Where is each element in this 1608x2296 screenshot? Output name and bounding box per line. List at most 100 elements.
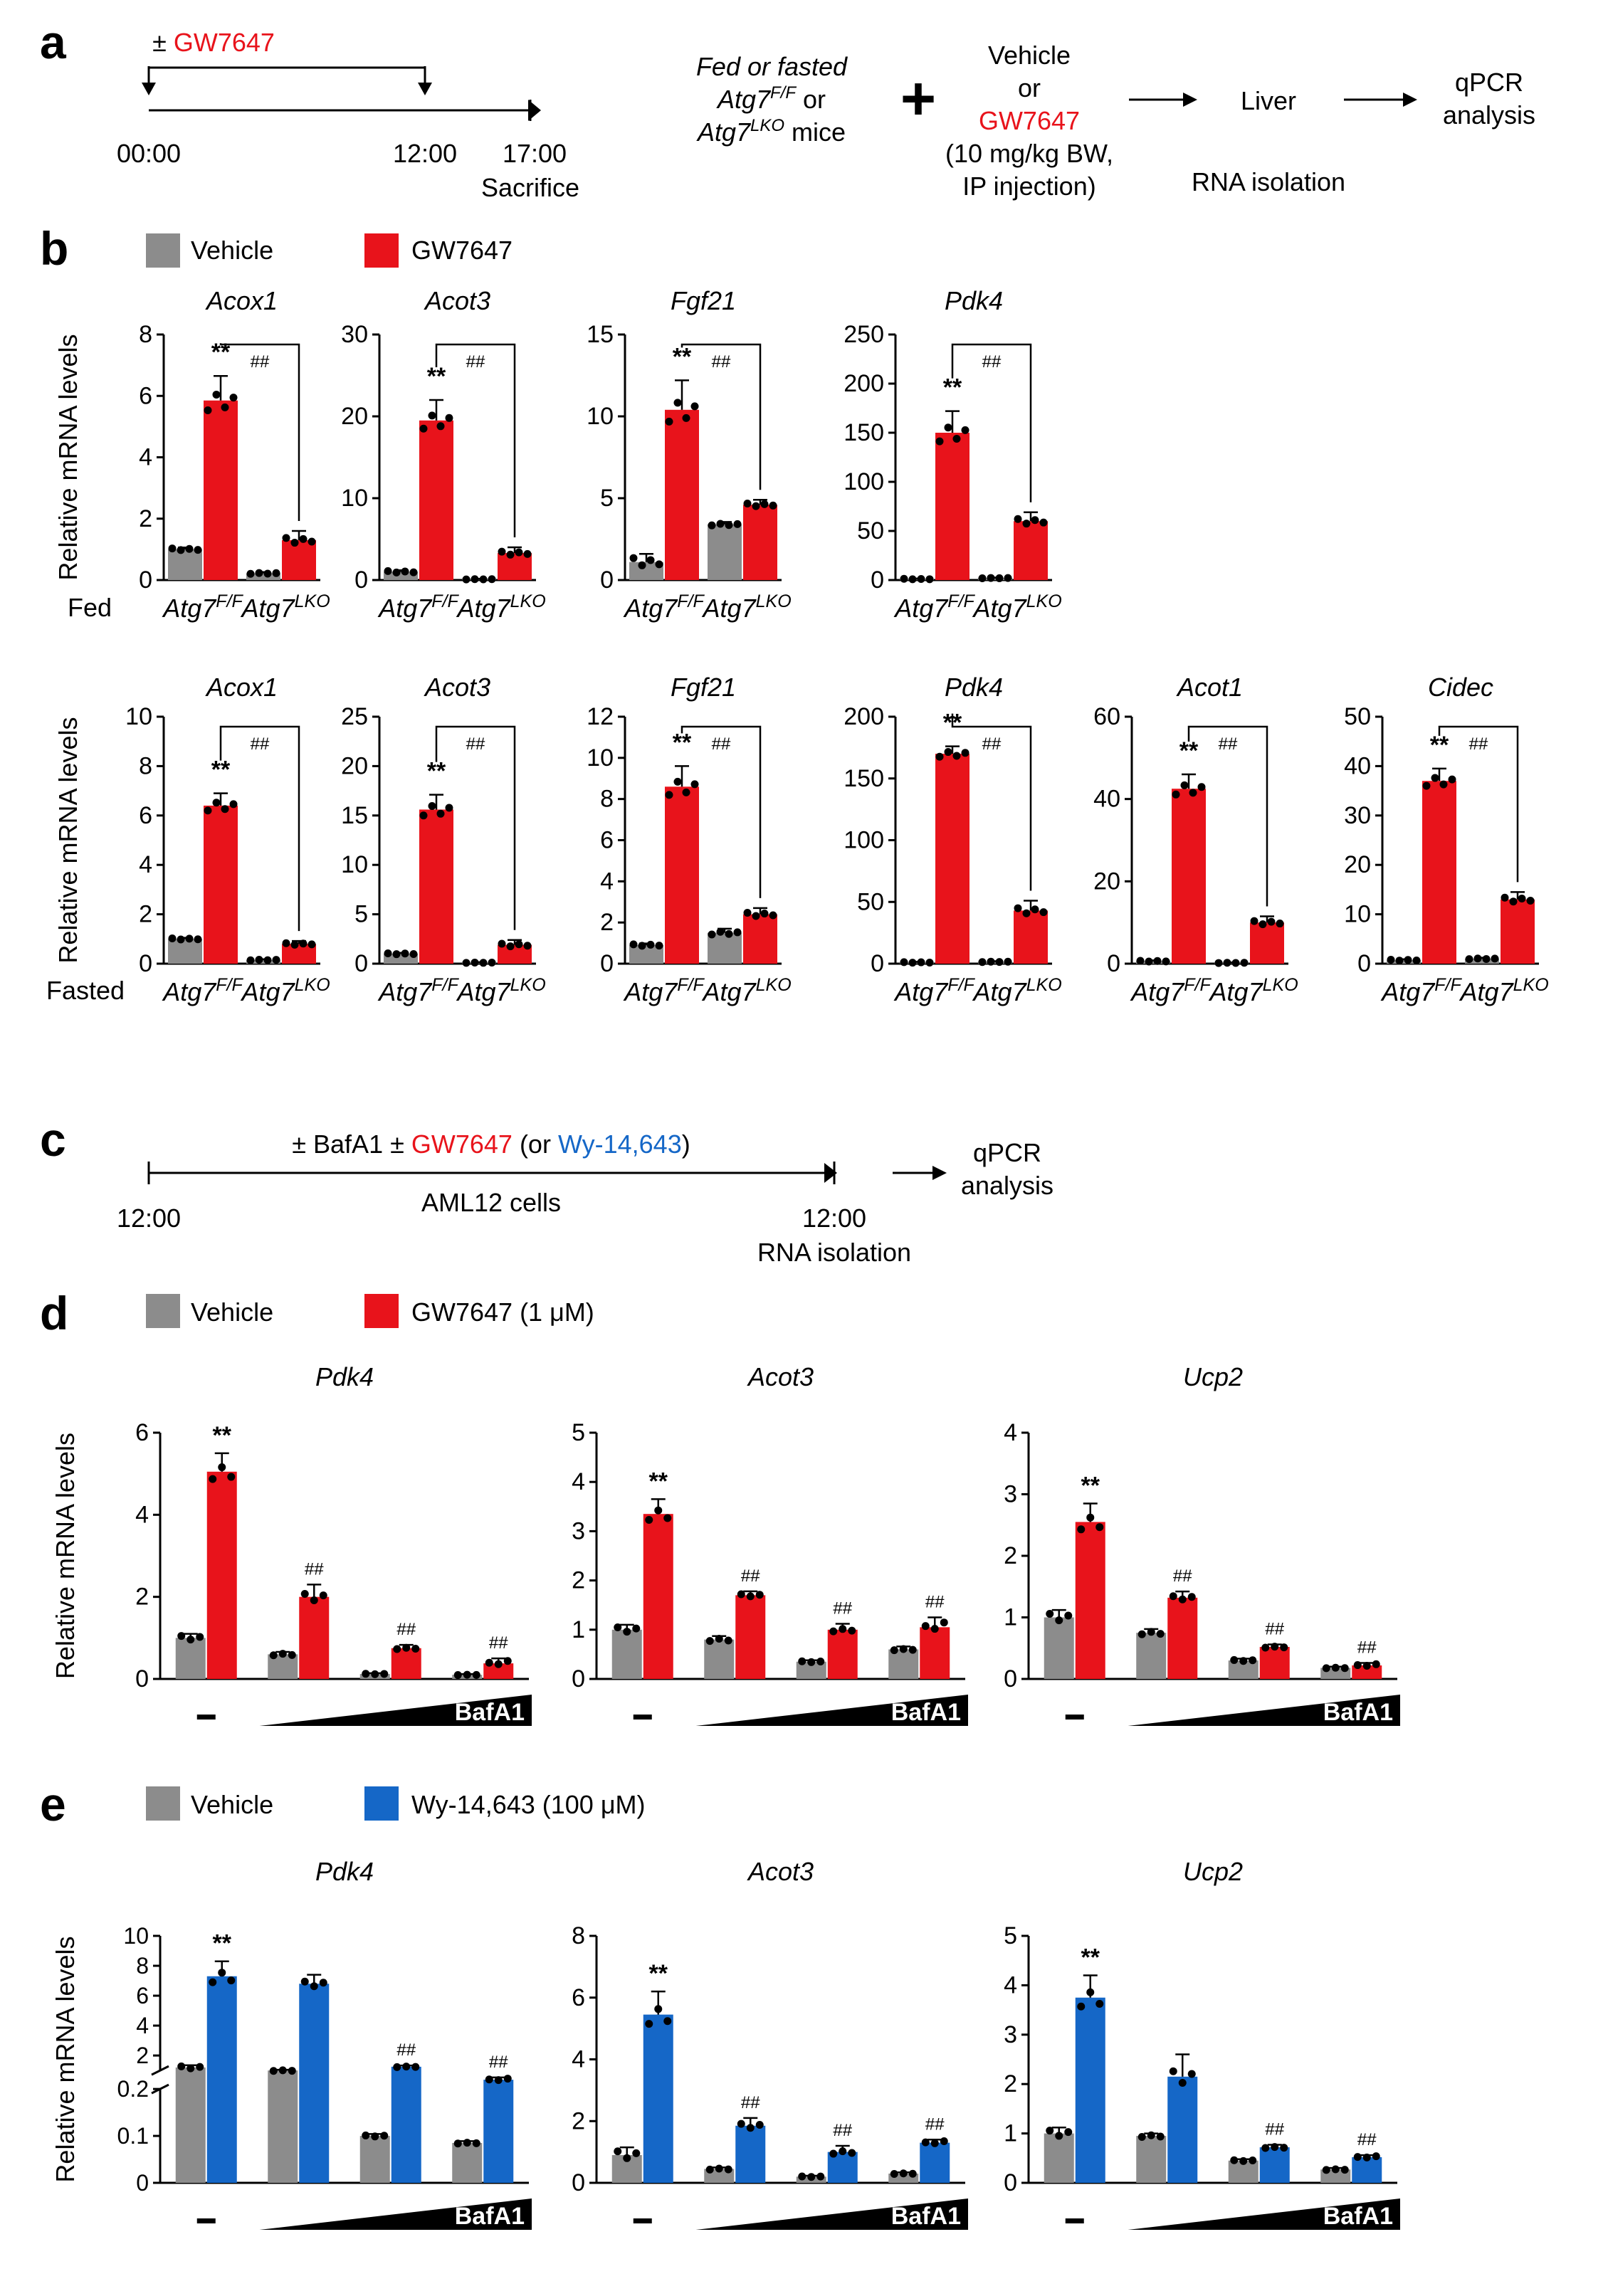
data-point <box>494 2076 503 2085</box>
data-point <box>1197 783 1206 791</box>
data-point <box>1046 2127 1054 2135</box>
y-tick-label: 150 <box>844 419 884 446</box>
significance-hash: ## <box>466 352 485 372</box>
data-point <box>705 1637 714 1645</box>
data-point <box>839 2147 847 2156</box>
y-tick-label: 50 <box>857 517 884 544</box>
bar <box>1167 1597 1198 1679</box>
data-point <box>1249 2157 1257 2165</box>
significance-mark: ** <box>649 1960 668 1987</box>
y-tick-label: 0 <box>871 950 884 977</box>
legend-vehicle-d: Vehicle <box>191 1297 273 1327</box>
y-tick-label: 250 <box>844 321 884 348</box>
data-point <box>899 2169 908 2178</box>
y-tick-label: 10 <box>587 744 614 772</box>
data-point <box>463 2139 471 2147</box>
data-point <box>1249 1656 1257 1665</box>
bar <box>483 1663 514 1679</box>
significance-bracket <box>951 713 1032 891</box>
chart-title: Acot3 <box>747 1362 814 1391</box>
legend-wy: Wy-14,643 (100 μM) <box>411 1790 646 1819</box>
data-point <box>168 544 177 553</box>
chart-title: Pdk4 <box>315 1362 374 1391</box>
data-point <box>1280 1643 1288 1652</box>
data-point <box>479 959 488 967</box>
panel-label-d: d <box>40 1287 68 1339</box>
data-point <box>944 423 952 432</box>
data-point <box>829 2149 838 2158</box>
data-point <box>1046 1610 1054 1618</box>
significance-hash: ## <box>466 734 485 754</box>
data-point <box>1526 896 1535 905</box>
data-point <box>278 2066 287 2075</box>
data-point <box>655 560 663 569</box>
data-point <box>673 399 682 407</box>
chart-title: Fgf21 <box>671 286 736 315</box>
data-point <box>229 800 238 809</box>
y-tick-label: 1 <box>1004 1604 1017 1631</box>
data-point <box>921 1622 930 1631</box>
aml12-label: AML12 cells <box>421 1188 561 1217</box>
data-point <box>227 1473 236 1481</box>
bafa1-gradient-wedge <box>695 2198 968 2230</box>
chart-d-pdk4: Pdk4 0 2 4 6 Relative mRNA levels ** ## ## ## BafA… <box>51 1362 532 1726</box>
significance-star: ** <box>427 363 446 390</box>
significance-hash: ## <box>982 352 1002 372</box>
data-point <box>629 940 638 949</box>
data-point <box>246 569 255 578</box>
significance-hash: ## <box>712 734 731 754</box>
vehicle-dash-label <box>1065 2218 1084 2223</box>
genotype-label: Atg7LKO <box>972 591 1062 623</box>
data-point <box>401 949 409 958</box>
legend-swatch-wy <box>364 1786 399 1821</box>
data-point <box>987 574 995 582</box>
data-point <box>1239 2157 1248 2165</box>
data-point <box>419 424 428 433</box>
bar <box>708 524 742 580</box>
y-tick-label: 100 <box>844 468 884 495</box>
data-point <box>229 394 238 402</box>
y-tick-label: 0 <box>600 950 614 977</box>
data-point <box>1147 2131 1155 2139</box>
data-point <box>839 1625 847 1633</box>
data-point <box>362 2131 370 2139</box>
bar <box>483 2080 514 2183</box>
data-point <box>515 940 523 949</box>
condition-fed: Fed <box>68 593 112 622</box>
data-point <box>940 1618 948 1627</box>
y-tick-label: 2 <box>572 1567 585 1594</box>
data-point <box>436 809 445 818</box>
data-point <box>663 1514 672 1522</box>
data-point <box>716 520 725 528</box>
chart-title: Acox1 <box>205 286 278 315</box>
significance-mark: ## <box>1173 1566 1192 1586</box>
bar <box>1044 1617 1074 1679</box>
data-point <box>1137 1630 1146 1638</box>
data-point <box>899 1645 908 1653</box>
bar <box>643 1514 673 1679</box>
significance-star: ** <box>673 729 692 756</box>
data-point <box>925 959 934 967</box>
data-point <box>798 1657 806 1665</box>
data-point <box>961 426 969 434</box>
y-tick-label: 6 <box>600 827 614 854</box>
legend-vehicle-e: Vehicle <box>191 1790 273 1819</box>
data-point <box>300 1590 309 1599</box>
data-point <box>724 2165 732 2174</box>
legend-gw7647: GW7647 <box>411 236 513 265</box>
data-point <box>185 934 194 943</box>
bar <box>743 914 777 964</box>
data-point <box>1169 2067 1177 2075</box>
bar <box>246 573 280 580</box>
data-point <box>614 1623 622 1631</box>
data-point <box>900 958 908 967</box>
chart-title: Pdk4 <box>945 673 1003 702</box>
y-tick-label: 6 <box>139 382 152 409</box>
data-point <box>488 575 496 584</box>
significance-hash: ## <box>251 352 270 372</box>
bar <box>168 549 202 580</box>
bar <box>1044 2133 1074 2183</box>
data-point <box>654 1506 663 1515</box>
data-point <box>690 780 699 789</box>
